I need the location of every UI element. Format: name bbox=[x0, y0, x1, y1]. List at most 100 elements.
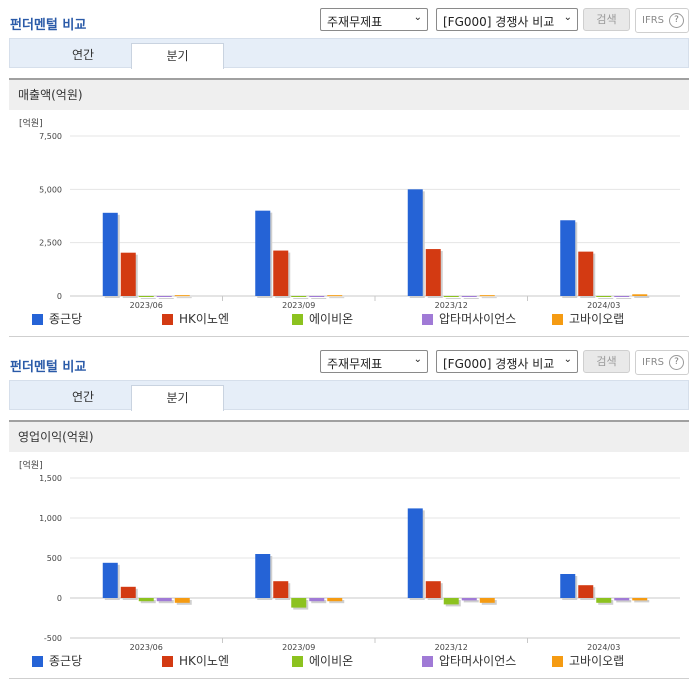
legend-swatch bbox=[422, 314, 433, 325]
bar-shadow bbox=[311, 600, 327, 604]
bar-shadow bbox=[293, 298, 309, 299]
bar-4 bbox=[614, 598, 630, 601]
bar-shadow bbox=[329, 297, 345, 299]
compare-select[interactable]: [FG000] 경쟁사 비교 ⌄ bbox=[436, 350, 578, 373]
bar-shadow bbox=[481, 297, 497, 299]
ifrs-label: IFRS bbox=[642, 15, 664, 26]
bar-2 bbox=[578, 585, 594, 598]
bar-shadow bbox=[616, 298, 632, 299]
tab-annual[interactable]: 연간 bbox=[71, 48, 95, 62]
unit-label: [억원] bbox=[19, 459, 43, 471]
bar-3 bbox=[443, 296, 459, 297]
y-tick-label: 1,500 bbox=[39, 474, 62, 483]
bar-1 bbox=[560, 574, 576, 598]
bar-shadow bbox=[311, 298, 327, 299]
bar-3 bbox=[291, 296, 307, 297]
bar-2 bbox=[273, 581, 289, 598]
section-title: 펀더멘털 비교 bbox=[10, 360, 87, 375]
help-icon[interactable]: ? bbox=[669, 13, 684, 28]
search-button[interactable]: 검색 bbox=[583, 350, 630, 373]
ifrs-button[interactable]: IFRS ? bbox=[635, 8, 689, 33]
bar-shadow bbox=[634, 296, 650, 298]
bar-shadow bbox=[140, 298, 156, 299]
sales-bar-chart: [억원] 0 2,500 5,000 7,500 2023/06 2023/09 2023/1… bbox=[19, 117, 680, 310]
bar-shadow bbox=[158, 298, 174, 299]
legend-swatch bbox=[422, 656, 433, 667]
legend-label: HK이노엔 bbox=[179, 654, 230, 668]
bar-2 bbox=[120, 252, 136, 296]
bar-3 bbox=[443, 598, 459, 605]
bar-1 bbox=[255, 210, 271, 296]
bar-2 bbox=[273, 250, 289, 296]
tab-quarterly[interactable]: 분기 bbox=[131, 385, 224, 411]
bar-5 bbox=[174, 295, 190, 297]
bar-1 bbox=[102, 562, 118, 598]
bar-5 bbox=[479, 598, 495, 603]
bar-4 bbox=[461, 598, 477, 601]
compare-select[interactable]: [FG000] 경쟁사 비교 ⌄ bbox=[436, 8, 578, 31]
bar-shadow bbox=[463, 298, 479, 299]
bar-4 bbox=[614, 296, 630, 297]
tab-quarterly[interactable]: 분기 bbox=[131, 43, 224, 69]
bar-shadow bbox=[445, 298, 461, 299]
bar-shadow bbox=[616, 600, 632, 603]
legend-label: 에이비온 bbox=[309, 654, 354, 668]
chart-legend: 종근당 HK이노엔 에이비온 압타머사이언스 고바이오랩 bbox=[32, 653, 672, 669]
bar-shadow bbox=[598, 298, 614, 299]
bar-shadow bbox=[329, 600, 345, 604]
y-tick-label: 2,500 bbox=[39, 239, 62, 248]
bar-2 bbox=[425, 581, 441, 598]
bar-5 bbox=[632, 598, 648, 601]
x-tick-label: 2024/03 bbox=[587, 301, 620, 310]
chart-title: 매출액(억원) bbox=[9, 78, 689, 110]
bar-4 bbox=[461, 296, 477, 297]
x-tick-label: 2023/06 bbox=[130, 643, 163, 652]
legend-swatch bbox=[552, 314, 563, 325]
bar-3 bbox=[138, 598, 154, 602]
legend-label: HK이노엔 bbox=[179, 312, 230, 326]
bar-5 bbox=[174, 598, 190, 603]
y-tick-label: 0 bbox=[57, 594, 62, 603]
bar-3 bbox=[596, 296, 612, 297]
bar-2 bbox=[425, 249, 441, 296]
chart-title: 영업이익(억원) bbox=[9, 420, 689, 452]
chevron-down-icon: ⌄ bbox=[413, 354, 422, 365]
x-tick-label: 2023/06 bbox=[130, 301, 163, 310]
search-button[interactable]: 검색 bbox=[583, 8, 630, 31]
legend-label: 고바이오랩 bbox=[569, 312, 625, 326]
bar-shadow bbox=[176, 297, 192, 299]
help-icon[interactable]: ? bbox=[669, 355, 684, 370]
bar-3 bbox=[596, 598, 612, 603]
legend-label: 종근당 bbox=[49, 654, 83, 668]
statement-select-value: 주재무제표 bbox=[327, 357, 383, 371]
bar-1 bbox=[255, 554, 271, 598]
legend-swatch bbox=[162, 656, 173, 667]
x-tick-label: 2023/09 bbox=[282, 301, 315, 310]
compare-select-value: [FG000] 경쟁사 비교 bbox=[443, 15, 555, 29]
legend-swatch bbox=[32, 314, 43, 325]
bar-shadow bbox=[158, 600, 174, 604]
divider bbox=[9, 336, 689, 337]
unit-label: [억원] bbox=[19, 117, 43, 129]
y-tick-label: 0 bbox=[57, 292, 62, 301]
bar-2 bbox=[578, 251, 594, 296]
bar-5 bbox=[327, 295, 343, 297]
compare-select-value: [FG000] 경쟁사 비교 bbox=[443, 357, 555, 371]
bar-1 bbox=[407, 189, 423, 296]
bar-3 bbox=[138, 296, 154, 297]
chevron-down-icon: ⌄ bbox=[413, 12, 422, 23]
bar-shadow bbox=[634, 600, 650, 603]
legend-swatch bbox=[292, 656, 303, 667]
period-tabs: 연간 분기 bbox=[9, 380, 689, 411]
bar-shadow bbox=[463, 600, 479, 603]
statement-select[interactable]: 주재무제표 ⌄ bbox=[320, 8, 428, 31]
bar-4 bbox=[309, 598, 325, 602]
legend-label: 에이비온 bbox=[309, 312, 354, 326]
bar-1 bbox=[102, 212, 118, 296]
ifrs-button[interactable]: IFRS ? bbox=[635, 350, 689, 375]
tab-annual[interactable]: 연간 bbox=[71, 390, 95, 404]
legend-swatch bbox=[162, 314, 173, 325]
statement-select[interactable]: 주재무제표 ⌄ bbox=[320, 350, 428, 373]
bar-2 bbox=[120, 586, 136, 598]
bar-4 bbox=[156, 296, 172, 297]
